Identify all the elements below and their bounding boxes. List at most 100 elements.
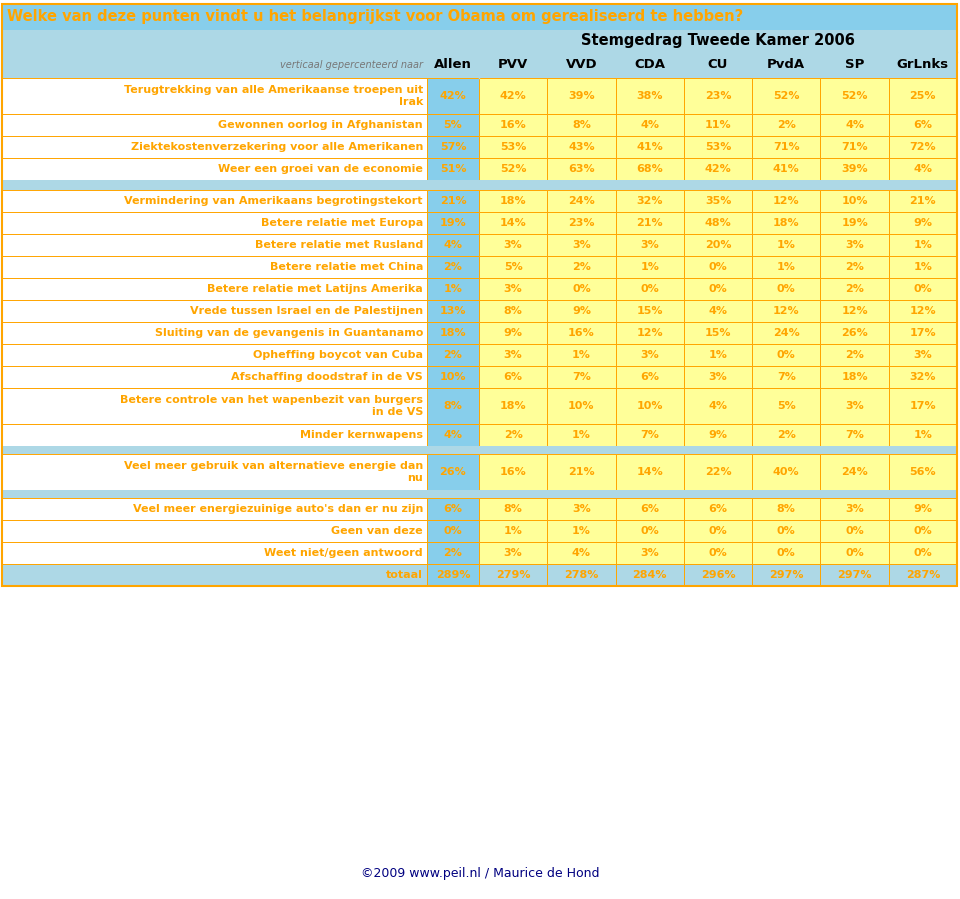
Text: 0%: 0% bbox=[777, 548, 796, 558]
Bar bbox=[889, 520, 957, 542]
Text: 23%: 23% bbox=[568, 218, 594, 228]
Text: 10%: 10% bbox=[568, 401, 594, 411]
Text: 4%: 4% bbox=[708, 306, 728, 316]
Text: 7%: 7% bbox=[640, 430, 660, 440]
Bar bbox=[615, 542, 684, 564]
Text: 2%: 2% bbox=[845, 262, 864, 272]
Text: 3%: 3% bbox=[845, 240, 864, 250]
Bar bbox=[2, 114, 427, 136]
Text: 43%: 43% bbox=[568, 142, 595, 152]
Text: 0%: 0% bbox=[777, 526, 796, 536]
Text: 2%: 2% bbox=[444, 350, 463, 360]
Text: 32%: 32% bbox=[636, 196, 663, 206]
Text: CDA: CDA bbox=[635, 58, 665, 72]
Bar bbox=[2, 78, 427, 114]
Text: 9%: 9% bbox=[708, 430, 728, 440]
Text: GrLnks: GrLnks bbox=[897, 58, 948, 72]
Text: 3%: 3% bbox=[504, 350, 522, 360]
Bar bbox=[479, 498, 547, 520]
Bar bbox=[427, 300, 479, 322]
Text: 19%: 19% bbox=[440, 218, 467, 228]
Bar bbox=[427, 344, 479, 366]
Bar bbox=[889, 542, 957, 564]
Text: 20%: 20% bbox=[705, 240, 732, 250]
Text: 21%: 21% bbox=[636, 218, 663, 228]
Bar bbox=[547, 498, 615, 520]
Bar bbox=[427, 190, 479, 212]
Bar bbox=[427, 158, 479, 180]
Text: 10%: 10% bbox=[636, 401, 663, 411]
Text: CU: CU bbox=[708, 58, 729, 72]
Text: Ziektekostenverzekering voor alle Amerikanen: Ziektekostenverzekering voor alle Amerik… bbox=[131, 142, 423, 152]
Text: Welke van deze punten vindt u het belangrijkst voor Obama om gerealiseerd te heb: Welke van deze punten vindt u het belang… bbox=[7, 10, 743, 24]
Bar bbox=[821, 78, 889, 114]
Bar bbox=[2, 190, 427, 212]
Text: 24%: 24% bbox=[841, 467, 868, 477]
Bar bbox=[547, 322, 615, 344]
Bar bbox=[684, 190, 752, 212]
Text: 4%: 4% bbox=[640, 120, 660, 130]
Text: 6%: 6% bbox=[444, 504, 463, 514]
Bar bbox=[615, 234, 684, 256]
Text: PvdA: PvdA bbox=[767, 58, 805, 72]
Bar bbox=[615, 278, 684, 300]
Bar bbox=[547, 278, 615, 300]
Text: 24%: 24% bbox=[568, 196, 595, 206]
Text: 39%: 39% bbox=[568, 91, 595, 101]
Bar bbox=[821, 212, 889, 234]
Bar bbox=[615, 136, 684, 158]
Bar bbox=[821, 520, 889, 542]
Bar bbox=[821, 114, 889, 136]
Bar bbox=[2, 212, 427, 234]
Bar bbox=[752, 114, 821, 136]
Text: 18%: 18% bbox=[841, 372, 868, 382]
Text: 297%: 297% bbox=[769, 570, 804, 580]
Text: 0%: 0% bbox=[777, 284, 796, 294]
Text: Betere relatie met Rusland: Betere relatie met Rusland bbox=[254, 240, 423, 250]
Bar bbox=[684, 520, 752, 542]
Bar bbox=[427, 520, 479, 542]
Text: 7%: 7% bbox=[572, 372, 590, 382]
Bar bbox=[752, 424, 821, 446]
Text: 3%: 3% bbox=[572, 240, 590, 250]
Bar bbox=[684, 454, 752, 490]
Bar bbox=[684, 366, 752, 388]
Bar bbox=[479, 424, 547, 446]
Bar bbox=[684, 136, 752, 158]
Bar bbox=[427, 234, 479, 256]
Bar bbox=[684, 114, 752, 136]
Text: 71%: 71% bbox=[773, 142, 800, 152]
Bar bbox=[752, 136, 821, 158]
Text: 12%: 12% bbox=[909, 306, 936, 316]
Text: 296%: 296% bbox=[701, 570, 735, 580]
Bar bbox=[889, 344, 957, 366]
Bar bbox=[821, 424, 889, 446]
Text: 41%: 41% bbox=[773, 164, 800, 174]
Text: SP: SP bbox=[845, 58, 864, 72]
Bar bbox=[479, 564, 547, 586]
Text: 2%: 2% bbox=[777, 120, 796, 130]
Bar bbox=[821, 158, 889, 180]
Text: Betere relatie met Latijns Amerika: Betere relatie met Latijns Amerika bbox=[207, 284, 423, 294]
Text: 52%: 52% bbox=[841, 91, 868, 101]
Bar bbox=[479, 136, 547, 158]
Bar bbox=[684, 498, 752, 520]
Text: Allen: Allen bbox=[434, 58, 472, 72]
Text: 32%: 32% bbox=[910, 372, 936, 382]
Bar bbox=[821, 454, 889, 490]
Text: Gewonnen oorlog in Afghanistan: Gewonnen oorlog in Afghanistan bbox=[218, 120, 423, 130]
Bar bbox=[684, 300, 752, 322]
Bar bbox=[615, 388, 684, 424]
Bar bbox=[547, 212, 615, 234]
Text: 8%: 8% bbox=[572, 120, 590, 130]
Text: 15%: 15% bbox=[636, 306, 663, 316]
Text: 52%: 52% bbox=[773, 91, 800, 101]
Bar bbox=[889, 498, 957, 520]
Text: 0%: 0% bbox=[708, 262, 728, 272]
Text: 21%: 21% bbox=[909, 196, 936, 206]
Text: VVD: VVD bbox=[565, 58, 597, 72]
Text: 0%: 0% bbox=[914, 548, 932, 558]
Text: 3%: 3% bbox=[572, 504, 590, 514]
Text: 12%: 12% bbox=[773, 306, 800, 316]
Bar bbox=[479, 322, 547, 344]
